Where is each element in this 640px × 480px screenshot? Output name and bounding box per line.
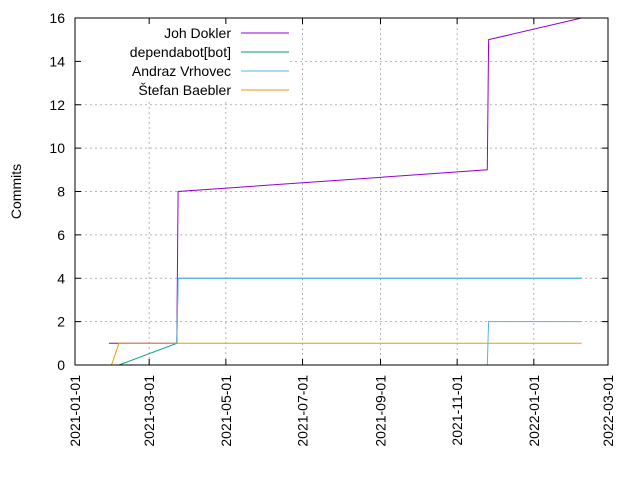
legend-label: Andraz Vrhovec bbox=[132, 63, 231, 79]
y-tick-label: 2 bbox=[57, 314, 65, 330]
y-tick-label: 12 bbox=[49, 97, 65, 113]
y-tick-label: 4 bbox=[57, 270, 65, 286]
x-tick-label: 2021-07-01 bbox=[295, 375, 311, 447]
y-tick-label: 16 bbox=[49, 10, 65, 26]
series-line bbox=[176, 277, 582, 344]
legend-label: dependabot[bot] bbox=[130, 44, 231, 60]
x-tick-label: 2021-03-01 bbox=[141, 375, 157, 447]
tick-labels: 0 2 4 6 8 10 12 14 16 2021-01-01 2021-03-01 2021-05… bbox=[49, 10, 616, 447]
x-tick-label: 2021-11-01 bbox=[449, 375, 465, 446]
y-tick-label: 0 bbox=[57, 357, 65, 373]
x-tick-label: 2021-09-01 bbox=[372, 375, 388, 447]
y-tick-label: 6 bbox=[57, 227, 65, 243]
x-tick-label: 2021-05-01 bbox=[218, 375, 234, 447]
y-tick-label: 8 bbox=[57, 184, 65, 200]
y-tick-label: 10 bbox=[49, 140, 65, 156]
legend-label: Joh Dokler bbox=[164, 25, 231, 41]
axis-ticks bbox=[74, 17, 609, 366]
legend: Joh Dokler dependabot[bot] Andraz Vrhovec Š… bbox=[130, 25, 289, 98]
x-tick-label: 2022-01-01 bbox=[526, 375, 542, 447]
x-tick-label: 2021-01-01 bbox=[67, 375, 83, 447]
series-line bbox=[486, 321, 582, 366]
legend-label: Štefan Baebler bbox=[138, 82, 231, 98]
x-tick-label: 2022-03-01 bbox=[600, 375, 616, 447]
series-line bbox=[111, 342, 582, 366]
series-layer bbox=[108, 17, 582, 366]
y-axis-label: Commits bbox=[8, 164, 24, 219]
y-tick-label: 14 bbox=[49, 53, 65, 69]
